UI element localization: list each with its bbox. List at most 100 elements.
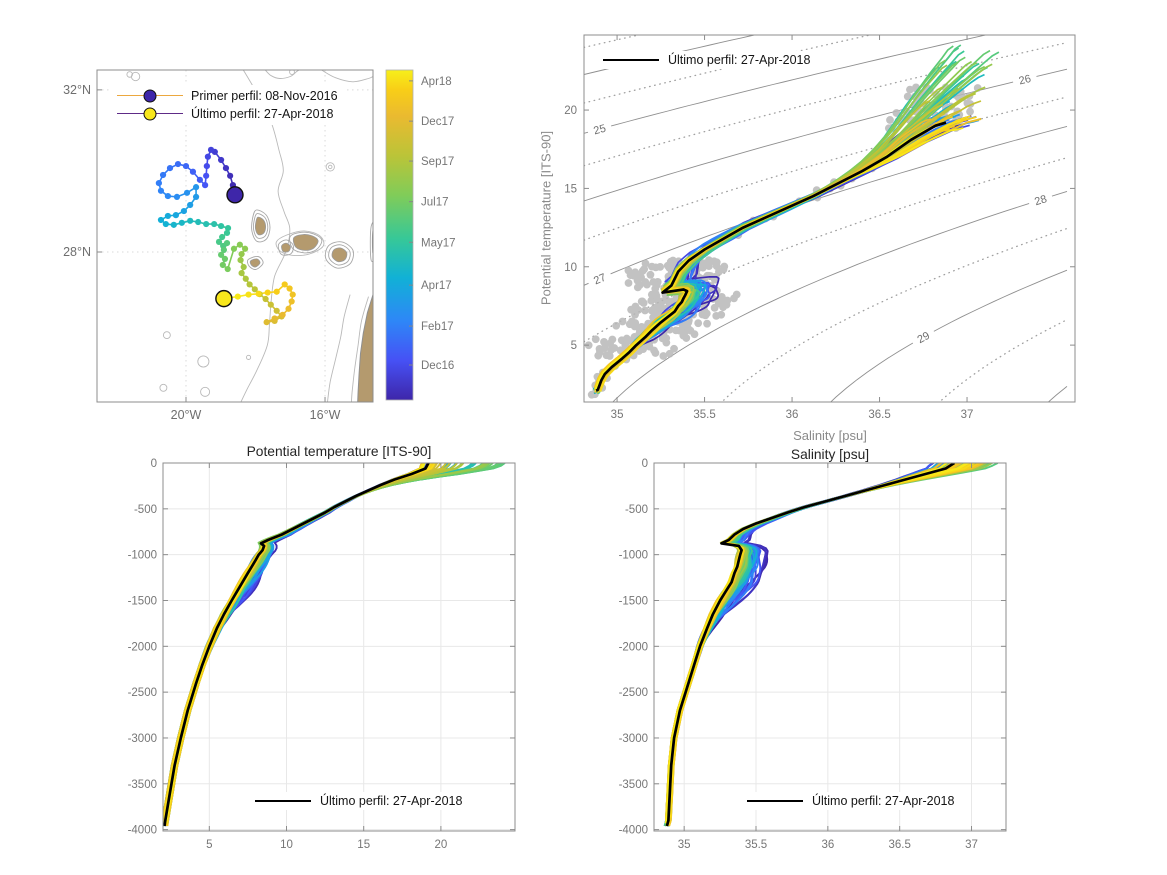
profile-position-dot [241, 245, 249, 252]
profile-position-dot [203, 162, 210, 170]
la-palma-contour-ring [251, 209, 271, 243]
profile-position-dot [219, 261, 226, 269]
temp-legend-label: Último perfil: 27-Apr-2018 [320, 794, 463, 808]
island-la-palma [254, 216, 267, 236]
sigma-contour-label: 27 [585, 266, 614, 291]
salinity-profile-legend: Último perfil: 27-Apr-2018 [740, 792, 962, 810]
profile-position-dot [217, 156, 225, 164]
profile-position-dot [236, 241, 243, 248]
sigma-contour-label: 29 [909, 324, 938, 350]
profile-position-dot [267, 301, 274, 308]
profile-position-dot [172, 212, 180, 219]
profile-position-dot [222, 165, 230, 172]
profile-position-dot [230, 245, 238, 252]
tick-label: 29 [916, 330, 932, 346]
profile-position-dot [164, 212, 172, 220]
tick-label: 35.5 [745, 839, 767, 851]
profile-position-dot [157, 187, 165, 194]
map-legend-label-last: Último perfil: 27-Apr-2018 [191, 106, 334, 121]
profile-position-dot [166, 165, 174, 172]
profile-position-dot [238, 269, 245, 277]
el-hierro-contour-ring [246, 255, 264, 270]
ts-diagram-panel: 25 26 27 28 29 35 35.5 36 36.5 37 5 10 15 20 [564, 34, 1076, 421]
sigma-contour-label: 26 [1011, 69, 1039, 90]
salinity-profile-panel-ensemble [663, 463, 999, 827]
gran-canaria-contour-ring [324, 241, 354, 269]
profile-position-dot [211, 220, 218, 228]
tick-label: -2000 [619, 641, 648, 653]
profile-position-dot [203, 220, 210, 228]
temp-profile-legend: Último perfil: 27-Apr-2018 [248, 792, 470, 810]
profile-position-dot [178, 219, 185, 226]
profile-position-dot [183, 189, 191, 196]
profile-position-dot [237, 257, 244, 264]
profile-position-dot [220, 246, 227, 254]
tick-label: Apr18 [421, 76, 452, 88]
date-colorbar: Dec16 Feb17 Apr17 May17 Jul17 Sep17 Dec17 Apr18 [385, 69, 456, 401]
profile-position-dot [202, 182, 209, 189]
tick-label: 27 [592, 272, 608, 288]
profile-position-dot [217, 222, 225, 230]
tick-label: -2500 [128, 687, 157, 699]
tick-label: 35 [611, 409, 624, 421]
profile-position-dot [187, 201, 194, 209]
profile-position-dot [173, 193, 181, 200]
tick-label: -2500 [619, 687, 648, 699]
profile-position-dot [157, 216, 165, 224]
tick-label: 16°W [310, 408, 341, 422]
tick-label: 35 [678, 839, 691, 851]
tick-label: -1500 [619, 595, 648, 607]
profile-position-dot [204, 153, 211, 160]
tick-label: -500 [625, 504, 648, 516]
profile-position-dot [192, 193, 200, 200]
profile-position-dot [271, 315, 278, 322]
salinity-profile-panel-grid [654, 463, 1006, 831]
tick-label: -3500 [128, 779, 157, 791]
fuerteventura-contour-ring [369, 221, 373, 262]
gran-canaria-contour-ring [328, 244, 351, 266]
profile-position-dot [164, 192, 172, 200]
theta-profile-panel-last-profile-line [163, 463, 430, 827]
profile-position-dot [238, 250, 245, 258]
sigma-contour-label: 25 [586, 118, 614, 140]
tick-label: Apr17 [421, 280, 452, 292]
ts-legend: Último perfil: 27-Apr-2018 [596, 51, 818, 69]
ts-x-axis-label: Salinity [psu] [793, 428, 867, 443]
black-line-sample-icon [747, 800, 803, 802]
profile-position-dot [240, 263, 247, 271]
tick-label: Feb17 [421, 321, 454, 333]
profile-position-dot [255, 290, 262, 297]
profile-position-dot [273, 288, 280, 295]
tick-label: -3500 [619, 779, 648, 791]
map-legend-label-first: Primer perfil: 08-Nov-2016 [191, 88, 338, 103]
tick-label: 25 [592, 123, 607, 138]
africa-coast [357, 294, 373, 402]
profile-position-dot [182, 162, 190, 170]
profile-position-dot [159, 171, 167, 179]
tick-label: Jul17 [421, 197, 449, 209]
profile-position-dot [215, 238, 223, 245]
sigma-contour-label: 28 [1026, 188, 1055, 211]
profile-position-dot [219, 233, 226, 241]
profile-position-dot [279, 311, 286, 318]
bathymetry-contours [126, 70, 373, 402]
tick-label: 10 [564, 262, 577, 274]
profile-position-dot [224, 265, 231, 273]
profile-position-dot [180, 207, 188, 215]
tick-label: -4000 [619, 825, 648, 837]
tick-label: 10 [280, 839, 293, 851]
profile-position-dot [174, 160, 182, 168]
ts-y-axis-label: Potential temperature [ITS-90] [538, 130, 554, 306]
profile-position-dot [246, 281, 253, 288]
tick-label: 15 [357, 839, 370, 851]
sal-legend-label: Último perfil: 27-Apr-2018 [812, 794, 955, 808]
profile-position-dot [203, 172, 210, 179]
profile-position-dot [162, 220, 169, 228]
island-fuerteventura [371, 228, 373, 255]
theta-profile-panel-grid [163, 463, 515, 831]
tick-label: -1000 [619, 550, 648, 562]
island-gran-canaria [331, 247, 348, 263]
profile-position-dot [207, 146, 215, 153]
profile-position-dot [281, 281, 288, 288]
